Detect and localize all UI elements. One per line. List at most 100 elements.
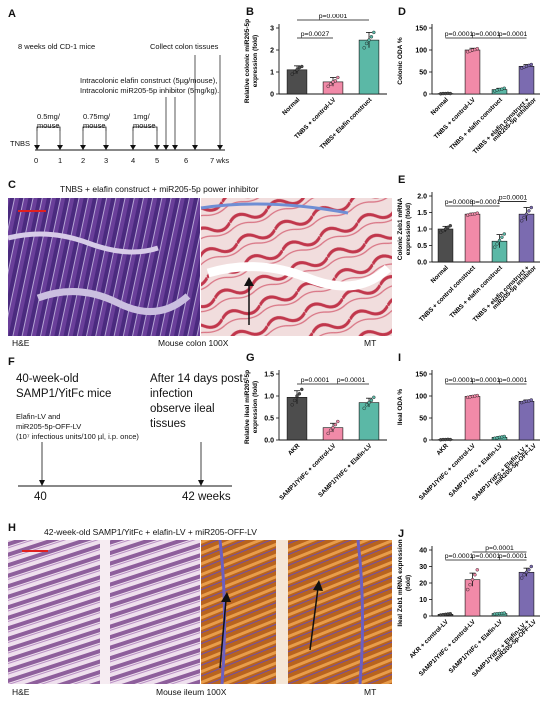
data-point: [468, 582, 472, 587]
panel-label-e: E: [398, 174, 406, 186]
data-point: [470, 578, 475, 582]
y-tick-label: 1.0: [264, 394, 274, 401]
bar: [518, 65, 535, 95]
data-point: [529, 205, 534, 210]
data-point: [475, 46, 480, 51]
y-tick-label: 10: [419, 597, 427, 604]
data-point: [519, 576, 524, 580]
y-tick-label: 1.0: [417, 227, 427, 234]
panel-label-g: G: [246, 352, 255, 364]
y-axis-label: expression (fold): [252, 35, 259, 87]
data-point: [448, 611, 452, 616]
tick-5: 5: [155, 156, 160, 165]
data-point: [362, 46, 366, 50]
p-value: p=0.0001: [472, 377, 501, 384]
dose-3: 1mg/mouse: [133, 112, 156, 130]
data-point: [529, 62, 534, 67]
panel-h-caption: Mouse ileum 100X: [156, 687, 227, 697]
data-point: [475, 211, 480, 215]
data-point: [367, 400, 371, 405]
y-tick-label: 0: [423, 614, 427, 621]
p-value: p=0.0001: [319, 14, 348, 20]
data-point: [326, 84, 330, 89]
tick-7: 7 wks: [210, 156, 230, 165]
y-tick-label: 1: [270, 70, 274, 77]
dose-1: 0.5mg/mouse: [37, 112, 60, 130]
data-point: [522, 215, 526, 220]
mice-description: 8 weeks old CD-1 mice: [18, 42, 96, 51]
bar: [518, 400, 535, 441]
panel-c-stain-right: MT: [364, 338, 377, 348]
y-tick-label: 0.5: [417, 243, 427, 250]
collect-text: Collect colon tissues: [150, 42, 219, 51]
chart-j: Ileal Zeb1 mRNA expression (fold) 0 10 20 30 4…: [397, 539, 540, 679]
data-point: [292, 70, 297, 74]
timeline-f: [18, 442, 232, 487]
bar: [464, 213, 481, 263]
y-tick-label: 0.0: [264, 438, 274, 445]
data-point: [524, 212, 529, 216]
data-point: [492, 245, 497, 249]
y-axis-label: Relative ileal miR205-5p: [244, 370, 251, 444]
f-mice: 40-week-old SAMP1/YitFc mice: [16, 373, 112, 400]
y-tick-label: 100: [415, 394, 427, 401]
p-value: p=0.0001: [472, 199, 501, 206]
data-point: [448, 437, 452, 442]
data-point: [475, 393, 480, 398]
y-axis-label: (fold): [405, 575, 412, 591]
panel-h-title: 42-week-old SAMP1/YitFc + elafin-LV + mi…: [44, 527, 257, 537]
y-axis-label: expression (fold): [252, 381, 259, 433]
tick-0: 0: [34, 156, 39, 165]
data-point: [443, 227, 448, 231]
data-point: [292, 398, 297, 403]
timeline-a: [34, 55, 225, 151]
data-point: [331, 425, 335, 430]
p-value: p=0.0001: [472, 31, 501, 38]
tick-4: 4: [131, 156, 136, 165]
data-point: [300, 64, 304, 69]
p-value: p=0.0001: [445, 553, 474, 560]
data-point: [290, 403, 294, 407]
chart-e: Colonic Zeb1 mRNA expression (fold) 0.0 0.5…: [397, 192, 540, 324]
p-value: p=0.0001: [485, 545, 514, 552]
panel-label-a: A: [8, 8, 16, 20]
data-point: [529, 398, 534, 402]
y-tick-label: 30: [419, 564, 427, 571]
y-axis-label: Ileal Zeb1 mRNA expression: [397, 539, 404, 626]
f-injection: Elafin-LV and miR205-5p-OFF-LV (10⁷ infect…: [16, 412, 139, 441]
data-point: [448, 91, 452, 96]
f-observation: After 14 days post-infection observe ilea…: [150, 373, 247, 430]
data-point: [475, 568, 480, 572]
p-value: p=0.0001: [499, 377, 528, 384]
f-start: 40: [34, 491, 47, 503]
data-point: [295, 68, 299, 72]
data-point: [364, 41, 369, 46]
data-point: [336, 75, 340, 80]
data-point: [295, 394, 299, 398]
category-label: TNBS + elafin construct +: [472, 96, 531, 155]
data-point: [473, 573, 477, 577]
data-point: [364, 403, 369, 407]
data-point: [529, 564, 534, 569]
data-point: [502, 611, 507, 615]
y-tick-label: 0.0: [417, 260, 427, 267]
data-point: [300, 387, 304, 392]
data-point: [369, 35, 374, 39]
p-value: p=0.0001: [337, 377, 366, 384]
category-label: SAMP1/YitFc + Elafin-LV: [448, 618, 505, 675]
panel-label-j: J: [398, 528, 405, 540]
panel-label-c: C: [8, 179, 16, 191]
p-value: p=0.0001: [301, 377, 330, 384]
y-tick-label: 3: [270, 26, 274, 33]
p-value: p=0.0001: [499, 31, 528, 38]
p-value: p=0.0001: [499, 195, 528, 202]
treatment-line2: Intracolonic miR205-5p inhibitor (5mg/kg…: [80, 86, 220, 95]
data-point: [497, 238, 502, 243]
p-value: p=0.0001: [499, 553, 528, 560]
y-tick-label: 0: [423, 92, 427, 99]
y-tick-label: 100: [415, 48, 427, 55]
data-point: [527, 209, 531, 213]
y-tick-label: 1.5: [417, 210, 427, 217]
